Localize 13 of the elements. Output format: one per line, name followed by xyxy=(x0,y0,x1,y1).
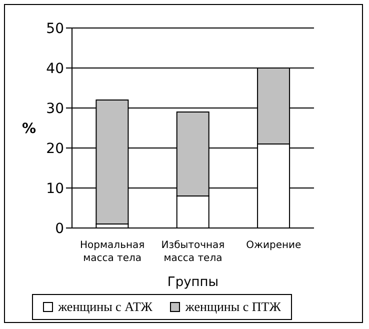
y-tick-label: 50 xyxy=(46,20,64,37)
y-tick-label: 20 xyxy=(46,140,64,157)
y-tick-label: 30 xyxy=(46,100,64,117)
x-axis-title: Группы xyxy=(167,275,219,290)
legend-label: женщины с АТЖ xyxy=(57,299,152,315)
y-tick-label: 0 xyxy=(55,220,64,237)
y-tick-label: 40 xyxy=(46,60,64,77)
y-axis-title: % xyxy=(22,120,36,137)
x-tick-label: Ожирение xyxy=(246,240,302,251)
x-tick-label: Нормальная масса тела xyxy=(80,240,145,264)
x-tick-label: Избыточная масса тела xyxy=(161,240,225,264)
y-tick-label: 10 xyxy=(46,180,64,197)
legend-label: женщины с ПТЖ xyxy=(184,299,281,315)
